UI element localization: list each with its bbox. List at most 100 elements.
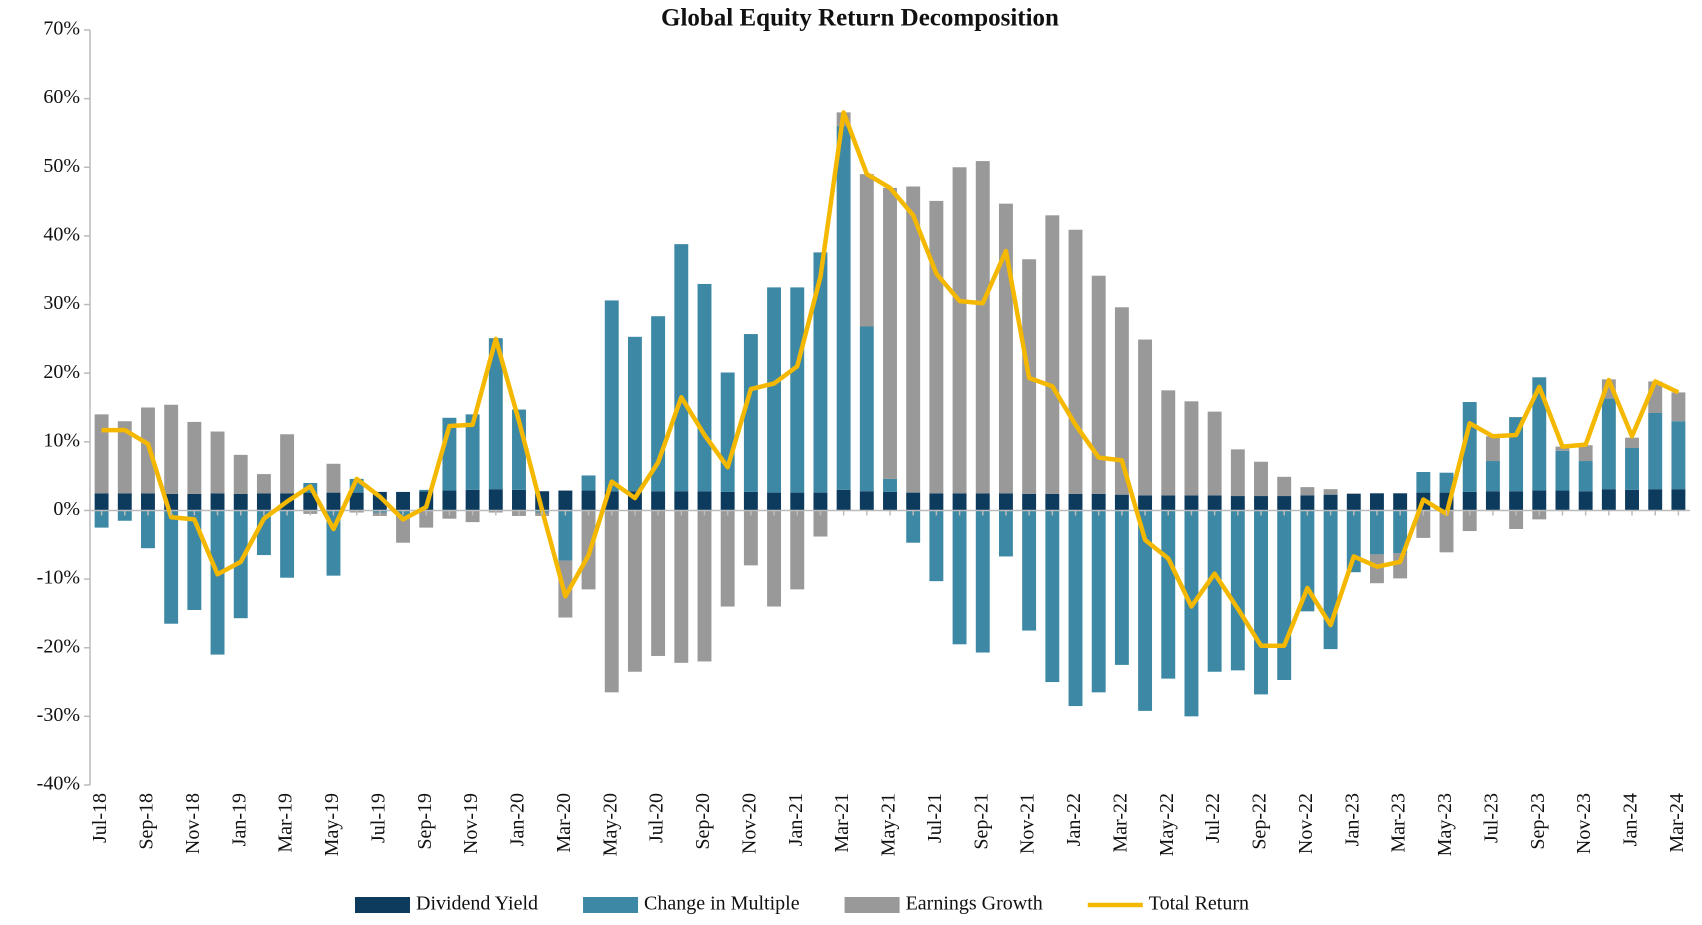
bar-segment [1671, 392, 1686, 422]
bar-segment [674, 244, 689, 492]
chart-title: Global Equity Return Decomposition [661, 5, 1059, 32]
x-tick-label: Jan-20 [507, 793, 529, 846]
y-tick-label: 10% [43, 429, 80, 451]
bar-segment [952, 510, 967, 645]
x-tick-label: Jan-24 [1620, 793, 1642, 846]
bar-segment [743, 510, 758, 566]
x-tick-label: Jul-20 [646, 793, 668, 843]
bar-segment [1323, 494, 1338, 511]
bar-segment [1601, 489, 1616, 511]
bar-segment [465, 510, 480, 523]
bar-segment [1485, 491, 1500, 511]
bar-segment [1277, 496, 1292, 511]
bar-segment [998, 203, 1013, 494]
bar-segment [1207, 411, 1222, 496]
bar-segment [975, 493, 990, 511]
bar-segment [952, 167, 967, 494]
bar-segment [1068, 229, 1083, 494]
x-tick-label: May-22 [1156, 793, 1178, 856]
bar-segment [1161, 390, 1176, 496]
total-return-line [101, 110, 1680, 648]
bar-segment [883, 491, 897, 511]
bar-segment [141, 493, 155, 511]
x-tick-label: Jul-19 [367, 793, 389, 843]
y-tick-label: 30% [43, 292, 80, 314]
bar-segment [1625, 489, 1639, 511]
bar-segment [465, 414, 480, 490]
bar-segment [720, 491, 735, 511]
x-tick-label: Nov-20 [738, 793, 760, 854]
bar-segment [627, 510, 642, 672]
bar-segment [1555, 450, 1570, 491]
bar-segment [1300, 495, 1315, 511]
legend-swatch [844, 897, 900, 913]
bar-segment [674, 491, 689, 511]
x-tick-label: Jul-22 [1202, 793, 1224, 843]
bar-segment [627, 336, 642, 492]
bar-segment [1068, 493, 1083, 511]
bar-segment [1671, 421, 1686, 490]
bar-segment [187, 493, 202, 511]
bar-segment [1462, 510, 1477, 532]
bar-segment [581, 475, 596, 491]
x-tick-label: Jan-22 [1063, 793, 1085, 846]
bar-segment [396, 517, 410, 543]
bar-segment [326, 463, 341, 493]
bar-segment [1230, 496, 1245, 511]
bar-segment [1648, 412, 1663, 490]
bar-segment [1022, 510, 1037, 631]
bar-segment [1207, 510, 1222, 672]
x-tick-label: Mar-24 [1666, 793, 1688, 853]
bar-segment [1161, 510, 1176, 679]
bar-segment [1022, 493, 1037, 511]
bar-segment [1370, 510, 1384, 555]
bar-segment [210, 510, 225, 655]
bar-segment [1625, 437, 1639, 448]
x-tick-label: Nov-18 [182, 793, 204, 854]
bar-segment [326, 492, 341, 511]
bar-segment [210, 431, 225, 494]
bar-segment [929, 200, 944, 494]
bar-segment [1648, 489, 1663, 511]
bar-segment [975, 161, 990, 494]
bar-segment [256, 493, 271, 511]
bar-segment [697, 283, 712, 492]
bar-segment [94, 510, 109, 528]
x-tick-label: Sep-23 [1527, 793, 1549, 850]
x-tick-label: Jul-23 [1480, 793, 1502, 843]
bar-segment [651, 510, 666, 656]
bar-segment [1393, 510, 1408, 554]
x-tick-label: May-23 [1434, 793, 1456, 856]
bar-segment [1393, 493, 1408, 511]
bar-segment [280, 434, 295, 494]
bar-segment [1114, 494, 1129, 511]
y-tick-label: -40% [37, 773, 80, 795]
y-tick-label: 0% [53, 498, 80, 520]
bar-segment [651, 491, 666, 511]
x-tick-label: Mar-23 [1388, 793, 1410, 853]
bar-segment [1277, 476, 1292, 497]
bar-segment [117, 421, 132, 494]
bar-segment [1300, 487, 1315, 496]
bar-segment [512, 489, 526, 511]
bar-segment [581, 490, 596, 511]
bar-segment [743, 491, 758, 511]
bar-segment [743, 334, 758, 492]
bar-segment [94, 493, 109, 511]
bar-segment [859, 174, 874, 327]
bar-segment [94, 414, 109, 494]
bar-segment [164, 510, 179, 624]
bar-segment [1091, 510, 1106, 693]
y-tick-label: 70% [43, 18, 80, 40]
bar-segment [1091, 493, 1106, 511]
x-tick-label: Sep-20 [692, 793, 714, 850]
x-tick-label: Sep-22 [1249, 793, 1271, 850]
bar-segment [1138, 495, 1153, 511]
bar-segment [1277, 510, 1292, 680]
bar-segment [1439, 472, 1454, 493]
bar-segment [1509, 510, 1524, 529]
legend-label: Total Return [1149, 893, 1249, 915]
bar-segment [790, 492, 805, 511]
bar-segment [790, 287, 805, 493]
